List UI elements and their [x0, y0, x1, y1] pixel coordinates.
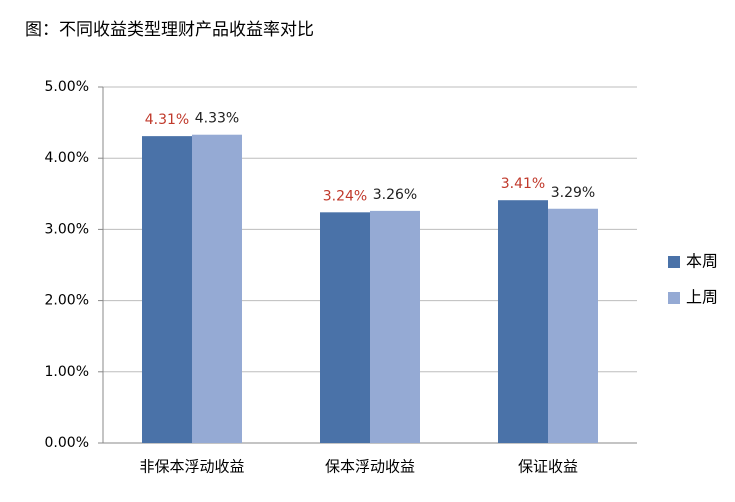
chart-title: 图：不同收益类型理财产品收益率对比: [25, 20, 314, 40]
legend-label: 上周: [686, 288, 718, 307]
y-tick-label: 4.00%: [45, 150, 89, 166]
y-tick-label: 0.00%: [45, 435, 89, 451]
value-label: 3.24%: [323, 188, 367, 204]
legend-swatch: [668, 292, 680, 304]
bar: [370, 210, 420, 443]
y-tick-label: 1.00%: [45, 364, 89, 380]
value-label: 3.41%: [501, 176, 545, 192]
bar: [142, 136, 192, 444]
x-tick-label: 保本浮动收益: [325, 458, 415, 476]
x-tick-label: 保证收益: [518, 458, 578, 476]
value-label: 4.33%: [195, 111, 239, 127]
legend-label: 本周: [686, 252, 718, 271]
y-tick-label: 2.00%: [45, 293, 89, 309]
bar: [498, 200, 548, 443]
value-label: 3.29%: [551, 185, 595, 201]
x-tick-label: 非保本浮动收益: [139, 458, 244, 476]
bar: [192, 134, 242, 444]
legend-swatch: [668, 256, 680, 268]
value-label: 4.31%: [145, 112, 189, 128]
value-label: 3.26%: [373, 187, 417, 203]
bar: [320, 212, 370, 443]
y-tick-label: 5.00%: [45, 79, 89, 95]
y-tick-label: 3.00%: [45, 221, 89, 237]
bar: [548, 208, 598, 443]
